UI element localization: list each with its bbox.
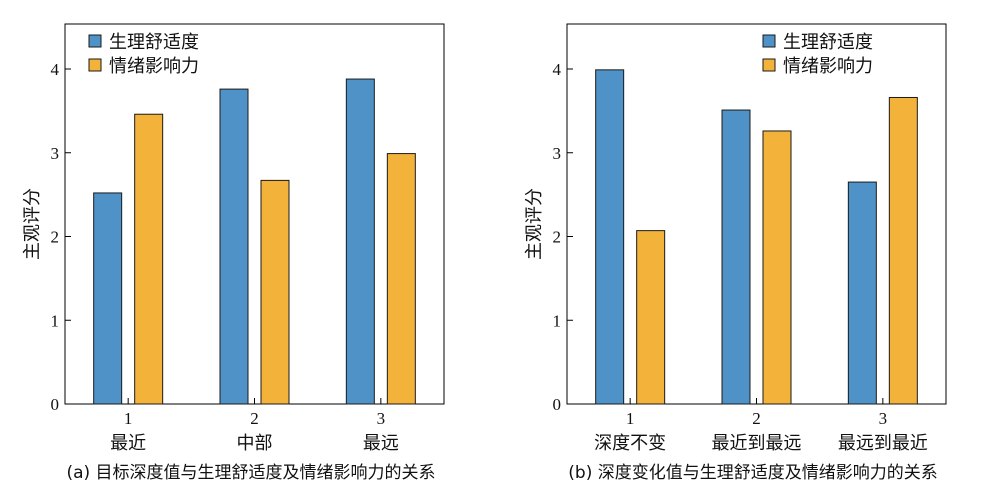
chart-b-category-label: 最近到最远 <box>712 433 802 454</box>
chart-a-bar-emotion <box>134 113 164 405</box>
chart-b-x-tick-label: 2 <box>752 409 761 428</box>
chart-panel-b: 0 1 2 3 4 主观评分 1 深度不变 2 最近到最远 3 最远到最近 生理舒适度情绪影响力 (b)… <box>502 0 1004 491</box>
chart-b-category-label: 最远到最近 <box>838 433 928 454</box>
chart-b-y-tick-label: 3 <box>553 144 562 163</box>
chart-b-x-tick-label: 1 <box>626 409 635 428</box>
chart-b-y-axis-label: 主观评分 <box>524 188 545 260</box>
chart-b-y-tick-label: 1 <box>553 311 562 330</box>
chart-a-y-tick-label: 2 <box>51 228 60 247</box>
chart-b-caption: (b) 深度变化值与生理舒适度及情绪影响力的关系 <box>568 463 938 483</box>
chart-b-y-tick-label: 4 <box>553 60 562 79</box>
chart-a-legend-label: 生理舒适度 <box>109 32 199 53</box>
chart-b-legend-label: 情绪影响力 <box>783 56 873 77</box>
chart-a-legend-label: 情绪影响力 <box>109 56 199 77</box>
chart-panel-a: 0 1 2 3 4 主观评分 1 最近 2 中部 3 最远 生理舒适度情绪影响力 (a) 目标深度值与生… <box>22 23 445 483</box>
chart-a-category-label: 中部 <box>237 433 273 454</box>
chart-a-y-tick-label: 3 <box>51 144 60 163</box>
chart-b-bar-emotion <box>636 230 666 405</box>
chart-a-category-label: 最远 <box>363 433 399 454</box>
chart-b-bar-comfort <box>847 181 877 405</box>
chart-b-bar-comfort <box>595 69 625 405</box>
chart-b-y-tick-label: 2 <box>553 228 562 247</box>
chart-b-x-tick-label: 3 <box>879 409 888 428</box>
chart-a-bar-emotion <box>386 153 416 405</box>
chart-a-x-tick-label: 2 <box>250 409 259 428</box>
chart-b-legend-label: 生理舒适度 <box>783 32 873 53</box>
chart-a-bar-comfort <box>219 88 249 405</box>
chart-b-y-tick-label: 0 <box>553 395 562 414</box>
chart-b-bar-comfort <box>721 109 751 405</box>
chart-a-caption: (a) 目标深度值与生理舒适度及情绪影响力的关系 <box>66 463 436 483</box>
chart-a-bar-emotion <box>260 179 290 405</box>
chart-b-legend-swatch <box>762 34 776 48</box>
chart-a-x-tick-label: 1 <box>124 409 133 428</box>
chart-a-y-axis-label: 主观评分 <box>22 188 43 260</box>
chart-a-category-label: 最近 <box>110 433 146 454</box>
chart-b-bar-emotion <box>888 96 918 405</box>
chart-a-x-tick-label: 3 <box>377 409 386 428</box>
chart-b-category-label: 深度不变 <box>594 433 666 454</box>
chart-a-y-tick-label: 4 <box>51 60 60 79</box>
chart-a-legend-swatch <box>88 34 102 48</box>
chart-b-legend-swatch <box>762 58 776 72</box>
chart-a-legend-swatch <box>88 58 102 72</box>
chart-a-y-tick-label: 0 <box>51 395 60 414</box>
chart-a-bar-comfort <box>345 78 375 405</box>
chart-a-bar-comfort <box>93 192 123 405</box>
chart-b-bar-emotion <box>762 130 792 405</box>
chart-a-y-tick-label: 1 <box>51 311 60 330</box>
